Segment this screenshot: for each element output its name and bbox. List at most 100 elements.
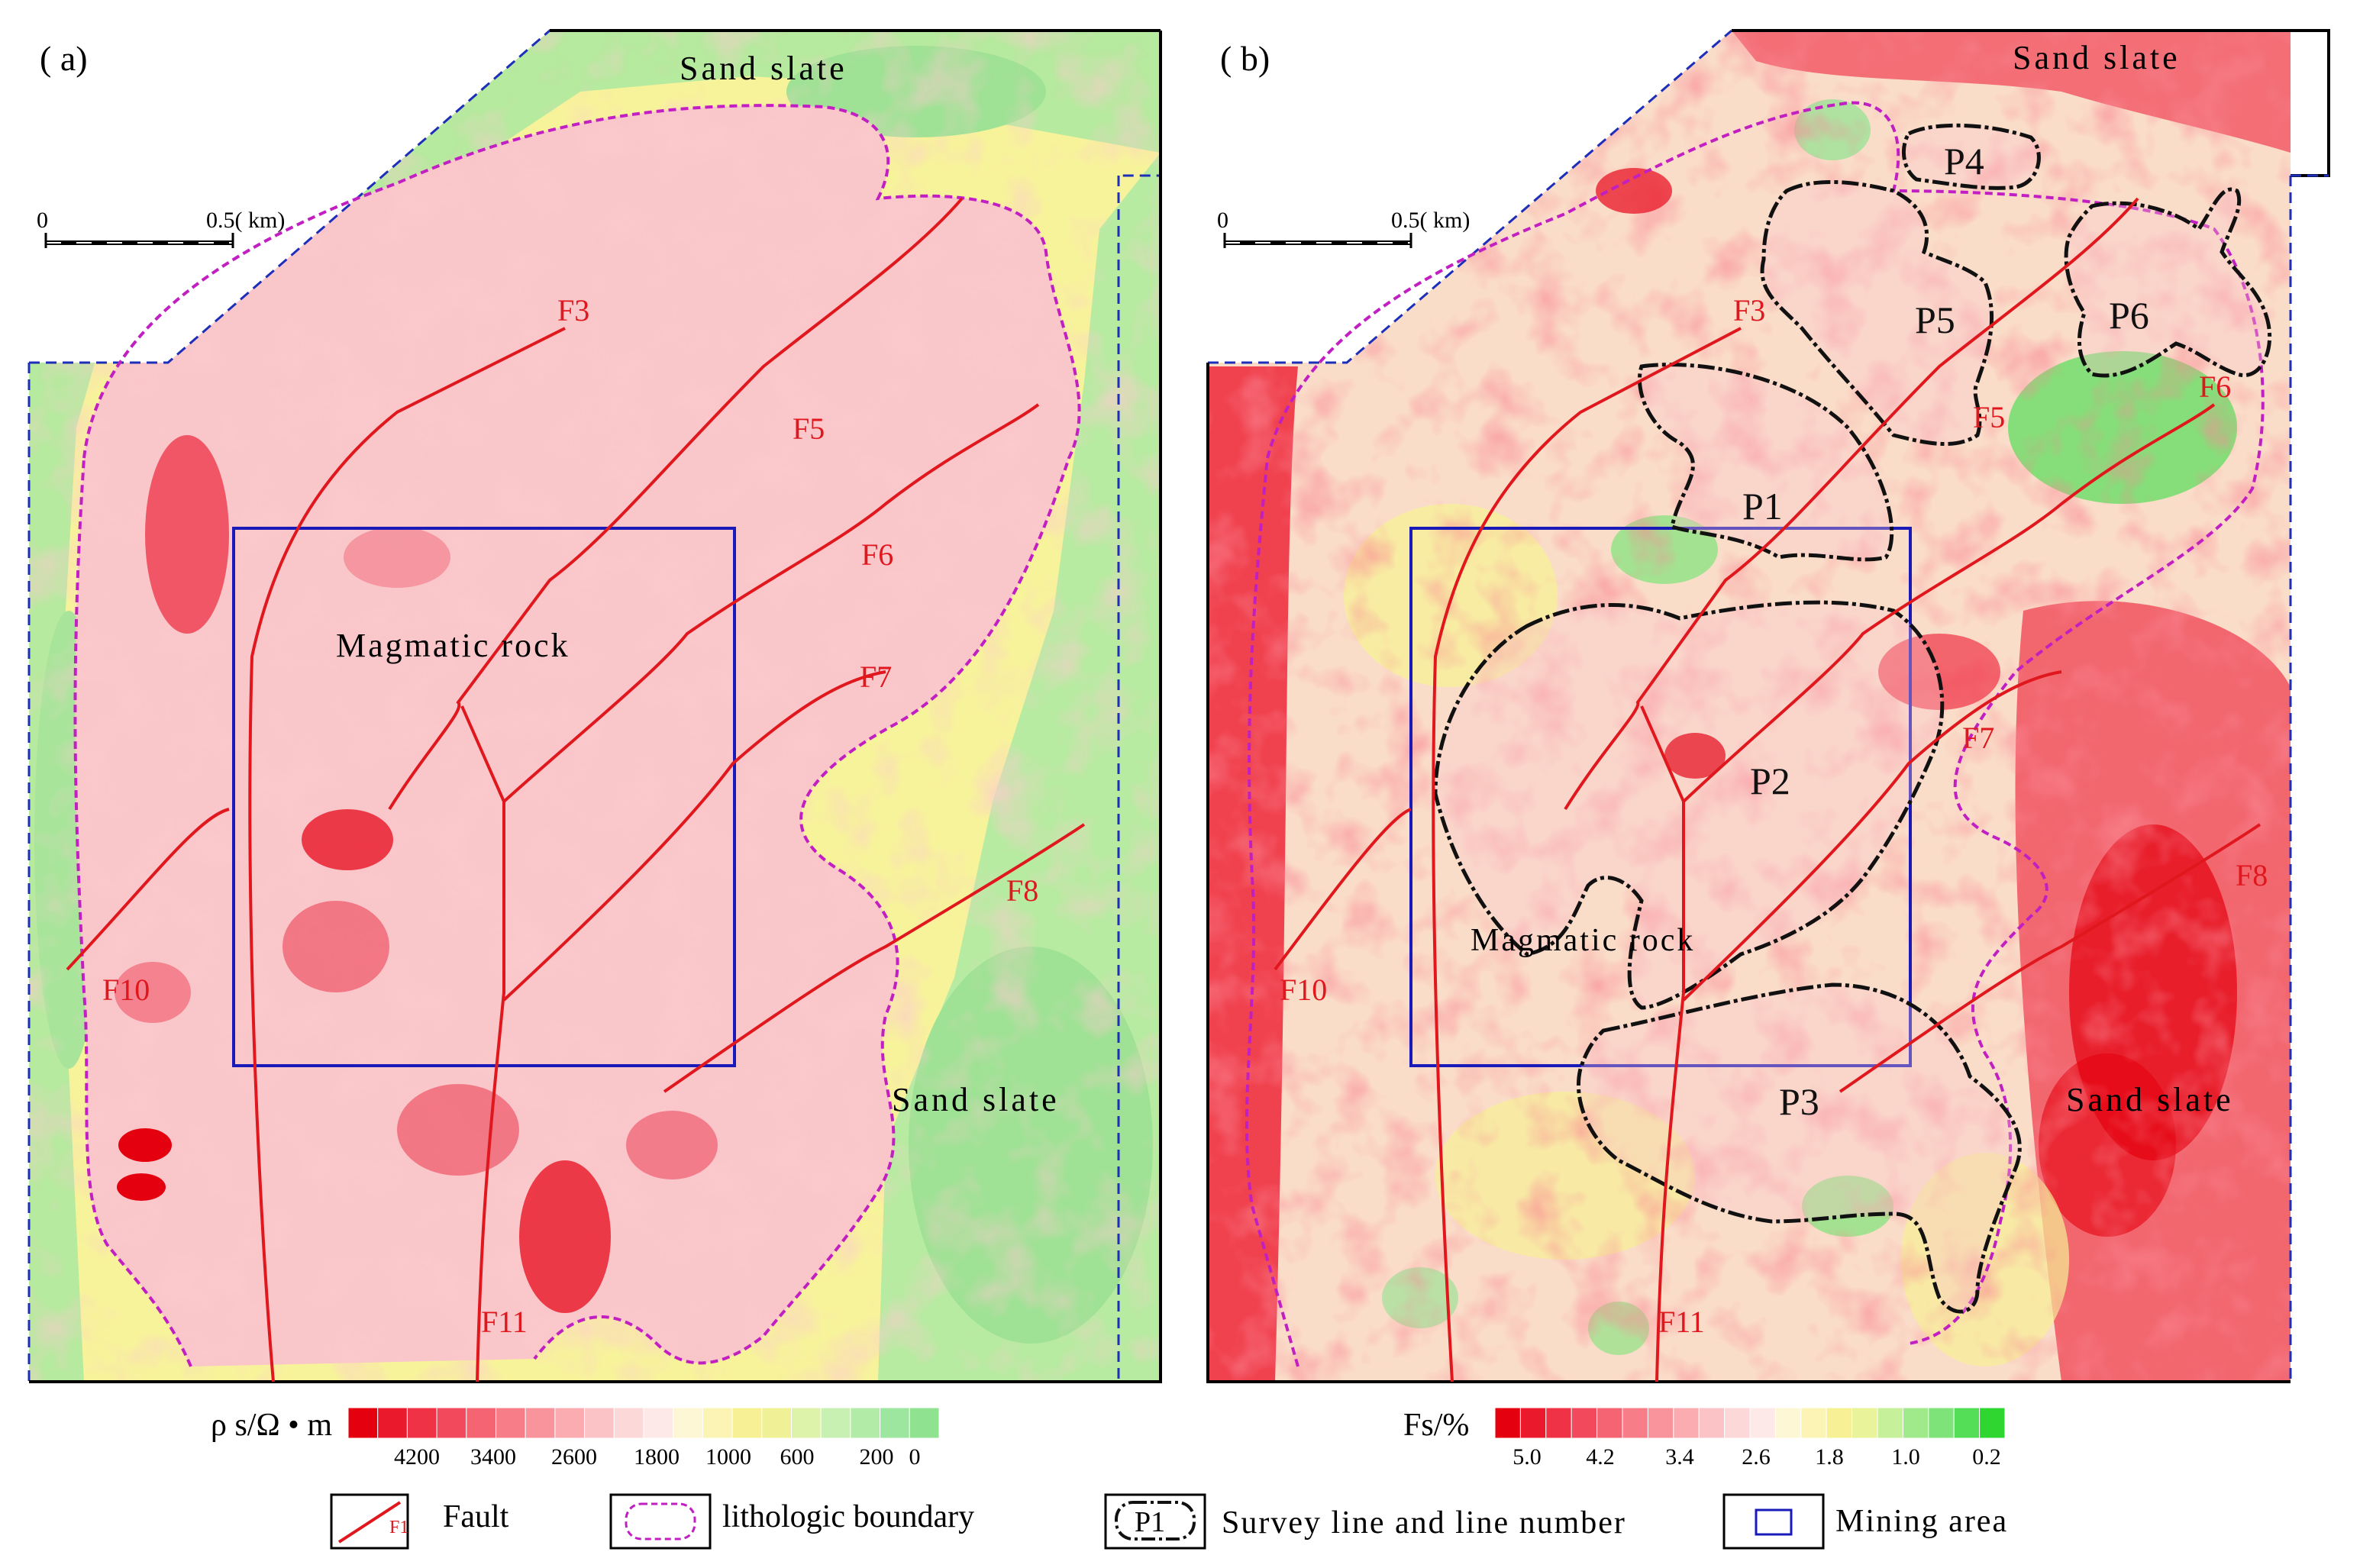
fault-labels-b: F3 F5 F6 F7 F8 F10 F11	[1280, 293, 2268, 1339]
colorbar-b-cell	[1979, 1407, 2006, 1439]
fault-label-f7-a: F7	[860, 660, 892, 694]
colorbar-b-ticks: 5.0 4.2 3.4 2.6 1.8 1.0 0.2	[1513, 1444, 2001, 1470]
fault-label-f6-b: F6	[2199, 369, 2231, 404]
fault-label-f8-b: F8	[2236, 858, 2268, 892]
colorbar-b-cell	[1596, 1407, 1623, 1439]
colorbar-a-cell	[377, 1407, 408, 1439]
panel-a-frame	[29, 31, 1162, 1383]
colorbar-a: ρ s/Ω • m 4200 3400 2600 1800 1000 600 200 0	[211, 1407, 940, 1470]
survey-label-p6: P6	[2109, 294, 2149, 337]
colorbar-a-tick-label: 0	[909, 1444, 921, 1470]
survey-p6	[2064, 187, 2272, 378]
colorbar-b-cell	[1622, 1407, 1648, 1439]
colorbar-b-tick-label: 1.0	[1891, 1444, 1920, 1470]
fault-f5-b	[1564, 197, 2139, 811]
colorbar-b: Fs/% 5.0 4.2 3.4 2.6 1.8 1.0 0.2	[1403, 1407, 2006, 1470]
colorbar-a-cell	[347, 1407, 379, 1439]
legend-mining-label: Mining area	[1835, 1504, 2008, 1539]
survey-label-p5: P5	[1915, 298, 1955, 341]
magmatic-rock-b: Magmatic rock	[1471, 923, 1695, 958]
legend-mining: Mining area	[1722, 1493, 2008, 1550]
colorbar-a-tick-label: 3400	[470, 1444, 516, 1470]
legend-lithologic-label: lithologic boundary	[722, 1499, 974, 1534]
fault-labels-a: F3 F5 F6 F7 F8 F10 F11	[102, 293, 1038, 1339]
colorbar-b-cell	[1953, 1407, 1981, 1439]
legend-survey-label: Survey line and line number	[1222, 1505, 1626, 1541]
fault-f10-b	[1274, 808, 1412, 971]
lithologic-boundary-b	[1245, 101, 2265, 1367]
sand-slate-bottom-b: Sand slate	[2066, 1081, 2234, 1118]
colorbar-a-tick-label: 1800	[634, 1444, 680, 1470]
colorbar-b-cell	[1826, 1407, 1853, 1439]
scale-bar-a: 0 0.5( km)	[37, 208, 285, 248]
colorbar-a-cell	[613, 1407, 644, 1439]
fault-f6-a	[502, 403, 1040, 803]
colorbar-a-tick-label: 4200	[394, 1444, 440, 1470]
colorbar-b-tick-label: 2.6	[1742, 1444, 1771, 1470]
fault-f10-a	[66, 808, 230, 971]
colorbar-a-cell	[525, 1407, 556, 1439]
fault-f6-b	[1682, 403, 2216, 803]
survey-label-p1: P1	[1742, 485, 1783, 528]
colorbar-b-cell	[1698, 1407, 1726, 1439]
colorbar-b-cell	[1724, 1407, 1751, 1439]
fault-label-f8-a: F8	[1006, 873, 1038, 908]
colorbar-b-cell	[1545, 1407, 1572, 1439]
sand-slate-bottom-a: Sand slate	[892, 1081, 1060, 1118]
fault-label-f3-a: F3	[557, 293, 589, 327]
colorbar-a-tick-label: 600	[780, 1444, 815, 1470]
colorbar-b-title: Fs/%	[1403, 1408, 1469, 1443]
colorbar-a-tick-label: 200	[860, 1444, 894, 1470]
panel-b-tag: ( b)	[1220, 39, 1270, 78]
colorbar-b-cell	[1902, 1407, 1929, 1439]
scale-end-b: 0.5( km)	[1391, 208, 1470, 233]
colorbar-a-title: ρ s/Ω • m	[211, 1408, 332, 1443]
colorbar-a-tick-label: 2600	[551, 1444, 597, 1470]
colorbar-b-tick-label: 3.4	[1665, 1444, 1694, 1470]
colorbar-a-cell	[731, 1407, 763, 1439]
colorbar-b-cell	[1749, 1407, 1776, 1439]
fault-f11-b	[1640, 705, 1685, 1382]
colorbar-b-tick-label: 4.2	[1586, 1444, 1615, 1470]
survey-p1	[1637, 363, 1894, 562]
mining-area-a	[232, 527, 736, 1067]
colorbar-a-cell	[880, 1407, 910, 1439]
fault-f7-a	[502, 670, 886, 1002]
colorbar-a-cell	[909, 1407, 940, 1439]
colorbar-b-tick-label: 1.8	[1815, 1444, 1844, 1470]
colorbar-a-cell	[761, 1407, 792, 1439]
legend-survey: P1 Survey line and line number	[1104, 1493, 1626, 1550]
sand-slate-top-b: Sand slate	[2013, 39, 2181, 76]
sand-slate-top-a: Sand slate	[680, 50, 847, 87]
panel-b-dashed-boundary	[1208, 29, 1732, 364]
legend-fault-label: Fault	[443, 1499, 509, 1534]
panel-a-tag: ( a)	[40, 39, 88, 78]
panel-b: 0 0.5( km) ( b) Sand slate Sand slate Ma…	[1206, 29, 2330, 1383]
fault-f5-a	[388, 197, 964, 811]
faults-b	[1274, 197, 2262, 1382]
colorbar-a-cells	[347, 1407, 940, 1439]
panel-a: 0 0.5( km) ( a) Sand slate Sand slate Ma…	[27, 29, 1162, 1383]
colorbar-b-cell	[1519, 1407, 1547, 1439]
colorbar-a-cell	[850, 1407, 881, 1439]
colorbar-a-ticks: 4200 3400 2600 1800 1000 600 200 0	[394, 1444, 921, 1470]
legend: F1 Fault lithologic boundary P1 Survey l…	[330, 1493, 2008, 1550]
colorbar-b-cell	[1673, 1407, 1700, 1439]
mining-area-b	[1409, 527, 1912, 1067]
colorbar-b-tick-label: 5.0	[1513, 1444, 1542, 1470]
colorbar-b-cell	[1800, 1407, 1827, 1439]
magmatic-rock-a: Magmatic rock	[336, 627, 570, 664]
legend-fault-symbol: F1	[389, 1518, 408, 1537]
colorbar-b-cell	[1774, 1407, 1802, 1439]
fault-f10-f3-a	[248, 327, 566, 1382]
colorbar-a-cell	[554, 1407, 586, 1439]
survey-label-p3: P3	[1779, 1080, 1819, 1123]
colorbar-a-cell	[466, 1407, 496, 1439]
colorbar-a-cell	[673, 1407, 703, 1439]
colorbar-a-cell	[496, 1407, 526, 1439]
faults-a	[66, 197, 1086, 1382]
survey-labels-b: P1 P2 P3 P4 P5 P6	[1742, 140, 2149, 1123]
scale-bar-b: 0 0.5( km)	[1217, 208, 1470, 248]
scale-start-b: 0	[1217, 208, 1228, 233]
panel-a-map	[29, 31, 1161, 1382]
